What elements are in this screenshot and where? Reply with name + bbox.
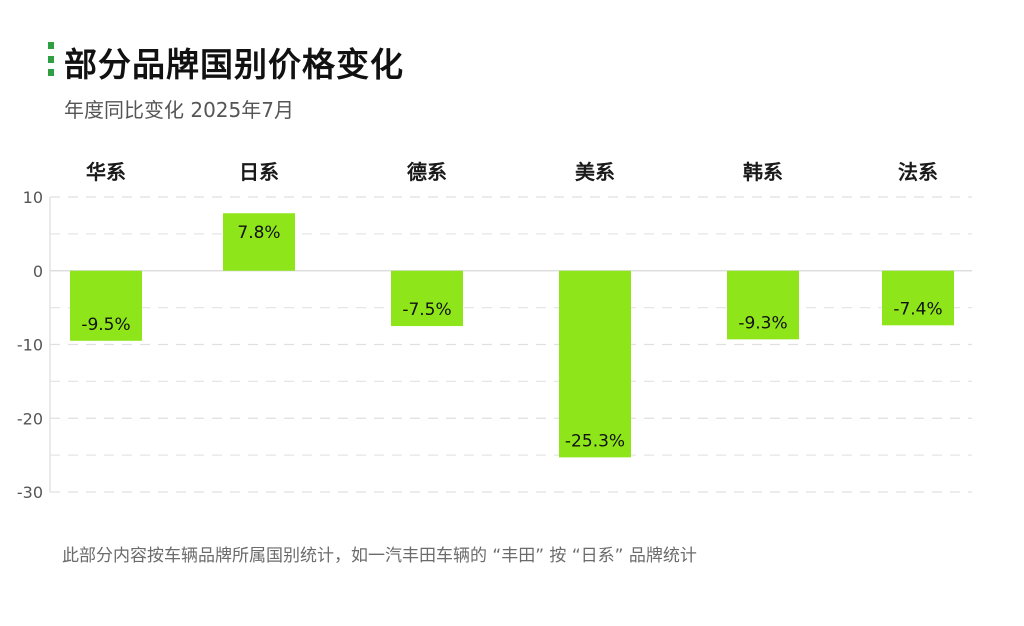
data-label: -9.3%: [738, 313, 787, 333]
y-tick-label: 10: [23, 188, 43, 207]
data-label: -7.5%: [402, 300, 451, 320]
data-label: -7.4%: [893, 299, 942, 319]
category-label: 美系: [575, 160, 615, 184]
bar: [727, 270, 799, 340]
bar: [70, 270, 142, 341]
bar: [559, 270, 631, 458]
y-tick-label: -20: [17, 409, 43, 428]
category-label: 德系: [407, 160, 447, 184]
category-label: 日系: [239, 160, 279, 184]
page-title: 部分品牌国别价格变化: [64, 45, 404, 84]
bar: [223, 213, 295, 271]
category-label: 法系: [898, 160, 938, 184]
data-label: 7.8%: [237, 223, 280, 243]
category-label: 华系: [86, 160, 126, 184]
bar: [882, 270, 954, 326]
category-label: 韩系: [743, 160, 783, 184]
y-tick-label: 0: [33, 262, 43, 281]
bar: [391, 270, 463, 327]
data-label: -9.5%: [81, 315, 130, 335]
footnote: 此部分内容按车辆品牌所属国别统计，如一汽丰田车辆的 “丰田” 按 “日系” 品牌…: [62, 546, 697, 566]
title-accent-icon: [48, 42, 54, 76]
y-tick-label: -30: [17, 483, 43, 502]
chart-subtitle: 年度同比变化 2025年7月: [64, 98, 294, 122]
y-tick-label: -10: [17, 336, 43, 355]
data-label: -25.3%: [565, 431, 625, 451]
